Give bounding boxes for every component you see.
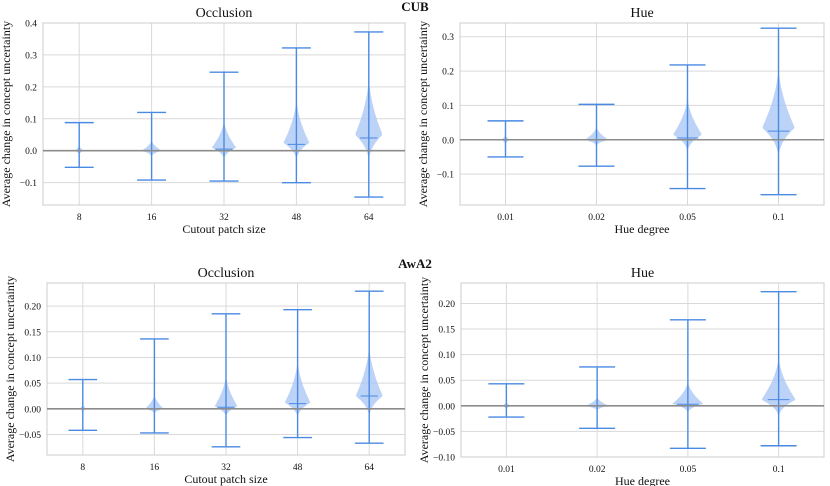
panel-cub-occlusion: −0.1 0.0 0.1 0.2 0.3 0.4 8 16 32 48 64 Occlusion Cut… (0, 6, 406, 236)
y-tick-label: 0.00 (24, 405, 41, 415)
y-tick-label: 0.10 (438, 351, 455, 361)
y-tick-label: 0.15 (438, 326, 455, 336)
x-tick-label: 48 (293, 463, 303, 473)
plot-frame (460, 282, 825, 458)
y-tick-label: 0.10 (24, 354, 41, 364)
y-tick-label: 0.20 (24, 303, 41, 313)
y-tick-label: −0.1 (20, 179, 37, 189)
y-tick-label: 0.4 (25, 20, 37, 30)
y-tick-label: −0.05 (19, 431, 41, 441)
x-axis-label: Cutout patch size (182, 222, 265, 236)
x-axis-label: Cutout patch size (184, 472, 267, 486)
section-title-cub: CUB (401, 0, 429, 14)
y-tick-label: 0.05 (24, 380, 41, 390)
panel-awa2-hue: −0.10 −0.05 0.00 0.05 0.10 0.15 0.20 0.01 0.02 0.… (417, 266, 825, 486)
y-tick-label: 0.00 (438, 402, 455, 412)
y-tick-label: 0.1 (25, 115, 37, 125)
y-axis-label: Average change in concept uncertainty (416, 21, 430, 207)
x-tick-label: 0.02 (588, 213, 605, 223)
x-tick-label: 0.02 (589, 465, 606, 475)
y-tick-label: 0.0 (25, 147, 37, 157)
x-tick-label: 16 (147, 213, 157, 223)
panel-title: Occlusion (196, 6, 253, 21)
y-tick-label: 0.3 (25, 51, 37, 61)
x-tick-label: 64 (364, 463, 374, 473)
y-axis-label: Average change in concept uncertainty (3, 276, 17, 462)
x-tick-label: 64 (364, 213, 374, 223)
y-tick-label: −0.1 (437, 171, 454, 181)
panel-cub-hue: −0.1 0.0 0.1 0.2 0.3 0.01 0.02 0.05 0.1 Hue Hue de… (416, 6, 825, 236)
x-tick-label: 0.05 (680, 465, 697, 475)
x-tick-label: 0.01 (497, 213, 514, 223)
x-tick-label: 0.1 (773, 213, 785, 223)
y-axis-label: Average change in concept uncertainty (417, 277, 431, 463)
section-title-awa2: AwA2 (398, 256, 432, 271)
x-tick-label: 0.01 (498, 465, 515, 475)
y-tick-label: 0.15 (24, 328, 41, 338)
x-tick-label: 32 (221, 463, 231, 473)
y-tick-label: 0.05 (438, 377, 455, 387)
y-tick-label: −0.05 (433, 428, 455, 438)
plot-frame (459, 22, 825, 206)
y-tick-label: 0.0 (442, 136, 454, 146)
x-axis-label: Hue degree (615, 474, 670, 486)
plot-frame (42, 22, 406, 206)
x-axis-label: Hue degree (615, 222, 670, 236)
x-tick-label: 0.1 (773, 465, 785, 475)
panel-title: Hue (631, 266, 654, 281)
x-tick-label: 8 (80, 463, 85, 473)
panel-title: Hue (630, 6, 653, 21)
y-tick-label: 0.2 (442, 68, 454, 78)
y-tick-label: 0.20 (438, 300, 455, 310)
plot-frame (46, 282, 406, 456)
y-axis-label: Average change in concept uncertainty (0, 21, 13, 207)
x-tick-label: 32 (219, 213, 229, 223)
panel-awa2-occlusion: −0.05 0.00 0.05 0.10 0.15 0.20 8 16 32 48 64 Occlus… (3, 266, 406, 486)
x-tick-label: 48 (292, 213, 302, 223)
x-tick-label: 8 (77, 213, 82, 223)
y-tick-label: 0.1 (442, 102, 454, 112)
y-tick-label: −0.10 (433, 454, 455, 464)
y-tick-label: 0.2 (25, 83, 37, 93)
y-tick-label: 0.3 (442, 33, 454, 43)
x-tick-label: 16 (150, 463, 160, 473)
panel-title: Occlusion (198, 266, 255, 281)
x-tick-label: 0.05 (679, 213, 696, 223)
